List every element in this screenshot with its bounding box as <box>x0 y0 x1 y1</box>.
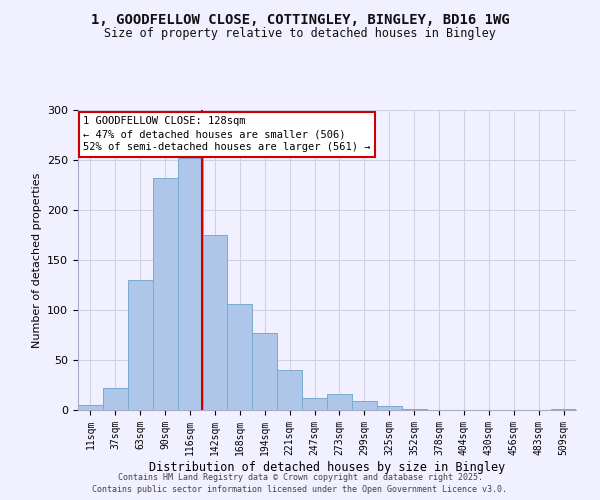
Bar <box>103 388 128 410</box>
Bar <box>153 178 178 410</box>
Bar <box>402 409 427 410</box>
Bar <box>78 405 103 410</box>
Bar <box>227 304 253 410</box>
Bar <box>551 409 576 410</box>
Text: Size of property relative to detached houses in Bingley: Size of property relative to detached ho… <box>104 28 496 40</box>
Text: Contains public sector information licensed under the Open Government Licence v3: Contains public sector information licen… <box>92 485 508 494</box>
Bar <box>178 158 203 410</box>
Y-axis label: Number of detached properties: Number of detached properties <box>32 172 41 348</box>
Bar <box>352 401 377 410</box>
Bar <box>302 398 327 410</box>
Bar <box>327 394 352 410</box>
Text: 1 GOODFELLOW CLOSE: 128sqm
← 47% of detached houses are smaller (506)
52% of sem: 1 GOODFELLOW CLOSE: 128sqm ← 47% of deta… <box>83 116 370 152</box>
Bar <box>377 406 402 410</box>
X-axis label: Distribution of detached houses by size in Bingley: Distribution of detached houses by size … <box>149 460 505 473</box>
Text: 1, GOODFELLOW CLOSE, COTTINGLEY, BINGLEY, BD16 1WG: 1, GOODFELLOW CLOSE, COTTINGLEY, BINGLEY… <box>91 12 509 26</box>
Bar <box>253 333 277 410</box>
Bar <box>277 370 302 410</box>
Bar <box>128 280 153 410</box>
Bar <box>203 235 227 410</box>
Text: Contains HM Land Registry data © Crown copyright and database right 2025.: Contains HM Land Registry data © Crown c… <box>118 474 482 482</box>
